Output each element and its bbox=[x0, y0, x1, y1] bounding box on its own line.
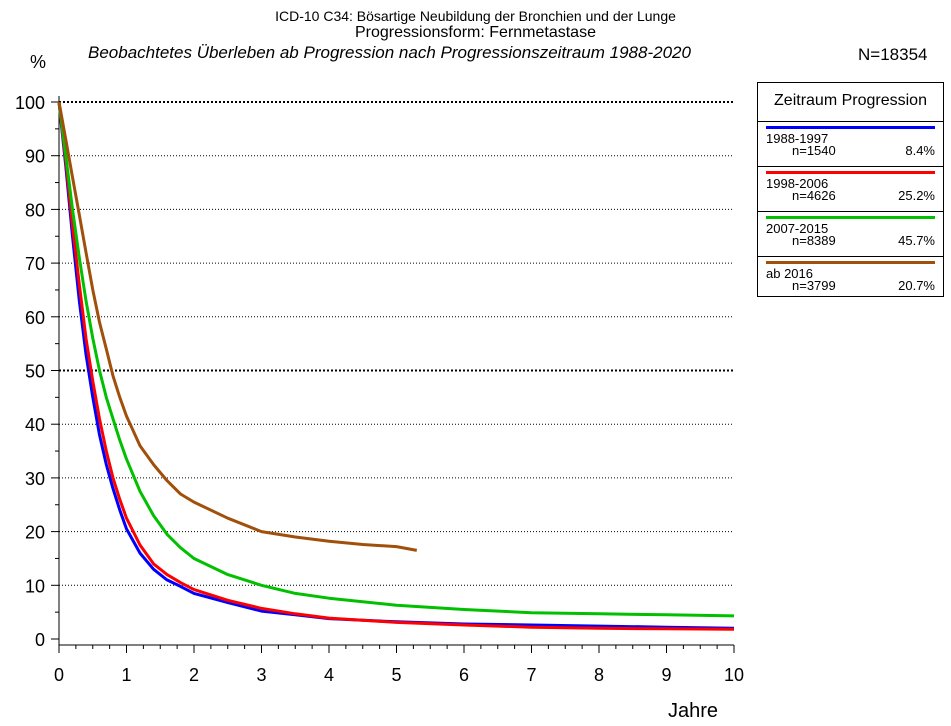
x-tick-label-1: 1 bbox=[121, 665, 131, 685]
legend-item: 1998-2006 n=4626 25.2% bbox=[758, 167, 943, 212]
legend-item: ab 2016 n=3799 20.7% bbox=[758, 257, 943, 301]
y-tick-label-90: 90 bbox=[25, 147, 45, 167]
series-line-2007-2015 bbox=[57, 101, 735, 618]
legend: Zeitraum Progression 1988-1997 n=1540 8.4%… bbox=[757, 82, 944, 297]
legend-series-share: 25.2% bbox=[898, 188, 935, 203]
y-tick-label-100: 100 bbox=[15, 93, 45, 113]
x-tick-label-9: 9 bbox=[661, 665, 671, 685]
legend-swatch bbox=[766, 126, 935, 129]
legend-series-count: n=1540 bbox=[792, 143, 836, 158]
x-tick-label-3: 3 bbox=[256, 665, 266, 685]
legend-series-count: n=4626 bbox=[792, 188, 836, 203]
legend-series-share: 45.7% bbox=[898, 233, 935, 248]
x-tick-label-2: 2 bbox=[189, 665, 199, 685]
legend-series-share: 8.4% bbox=[905, 143, 935, 158]
x-tick-label-10: 10 bbox=[724, 665, 744, 685]
y-tick-label-50: 50 bbox=[25, 362, 45, 382]
legend-series-count: n=3799 bbox=[792, 278, 836, 293]
y-tick-label-40: 40 bbox=[25, 415, 45, 435]
y-tick-label-80: 80 bbox=[25, 200, 45, 220]
legend-swatch bbox=[766, 261, 935, 264]
legend-swatch bbox=[766, 171, 935, 174]
series-line-1988-1997 bbox=[57, 101, 735, 630]
x-tick-label-4: 4 bbox=[324, 665, 334, 685]
chart-progression-form: Progressionsform: Fernmetastase bbox=[355, 24, 596, 41]
y-axis-label: % bbox=[30, 52, 47, 72]
legend-series-name: 2007-2015 bbox=[766, 221, 829, 236]
x-tick-label-5: 5 bbox=[391, 665, 401, 685]
legend-series-count: n=8389 bbox=[792, 233, 836, 248]
y-tick-label-30: 30 bbox=[25, 469, 45, 489]
y-tick-label-60: 60 bbox=[25, 308, 45, 328]
series-line-1998-2006 bbox=[57, 101, 735, 631]
series-line-ab 2016 bbox=[57, 101, 418, 552]
x-tick-label-0: 0 bbox=[54, 665, 64, 685]
chart-title: ICD-10 C34: Bösartige Neubildung der Bro… bbox=[275, 8, 676, 24]
chart-subtitle: Beobachtetes Überleben ab Progression na… bbox=[88, 43, 691, 62]
legend-series-name: 1998-2006 bbox=[766, 176, 829, 191]
legend-series-share: 20.7% bbox=[898, 278, 935, 293]
x-tick-label-7: 7 bbox=[526, 665, 536, 685]
y-tick-label-10: 10 bbox=[25, 576, 45, 596]
legend-series-name: 1988-1997 bbox=[766, 131, 829, 146]
legend-item: 1988-1997 n=1540 8.4% bbox=[758, 122, 943, 167]
legend-title: Zeitraum Progression bbox=[758, 83, 943, 122]
legend-swatch bbox=[766, 216, 935, 219]
y-tick-label-0: 0 bbox=[35, 630, 45, 650]
x-tick-label-8: 8 bbox=[594, 665, 604, 685]
y-tick-label-20: 20 bbox=[25, 523, 45, 543]
y-tick-label-70: 70 bbox=[25, 254, 45, 274]
legend-series-name: ab 2016 bbox=[766, 266, 813, 281]
total-count: N=18354 bbox=[858, 45, 928, 64]
x-tick-label-6: 6 bbox=[459, 665, 469, 685]
x-axis-label: Jahre bbox=[668, 700, 719, 722]
legend-item: 2007-2015 n=8389 45.7% bbox=[758, 212, 943, 257]
